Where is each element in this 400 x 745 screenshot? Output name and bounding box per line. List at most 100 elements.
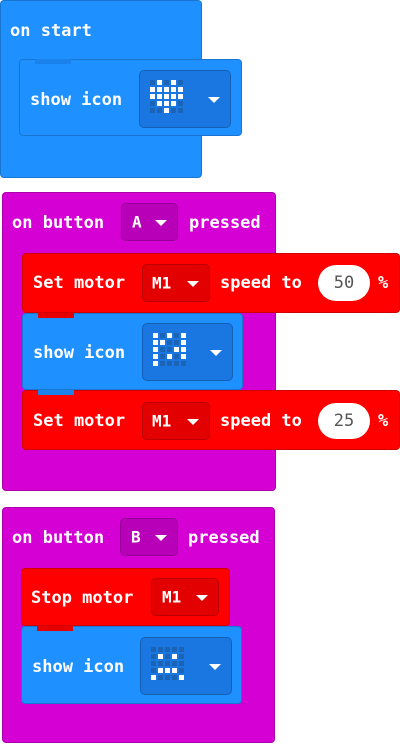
led-on [179,675,184,680]
led-on [178,87,183,92]
motor-value: M1 [152,273,172,293]
led-off [151,647,156,652]
led-on [181,340,186,345]
led-on [172,654,177,659]
led-on [167,333,172,338]
led-on [158,654,163,659]
heart-icon [150,80,183,113]
button-a-dropdown[interactable]: A [121,203,178,241]
chevron-down-icon [155,220,167,226]
led-on [157,101,162,106]
led-off [160,354,165,359]
block-notch [38,313,74,318]
motor-value: M1 [162,587,182,607]
led-off [150,101,155,106]
led-on [171,101,176,106]
led-off [151,661,156,666]
led-off [150,80,155,85]
led-on [153,347,158,352]
led-off [150,108,155,113]
led-on [178,94,183,99]
percent-label: % [378,273,389,293]
led-on [167,354,172,359]
icon-dropdown[interactable] [142,323,233,381]
chevron-down-icon [187,419,199,425]
motor-value: M1 [152,411,172,431]
on-button-a-suffix: pressed [189,213,261,233]
led-on [153,333,158,338]
button-b-value: B [131,527,141,547]
led-on [164,101,169,106]
chevron-down-icon [155,535,167,541]
led-off [160,361,165,366]
led-on [157,94,162,99]
led-on [171,87,176,92]
led-on [158,668,163,673]
motor-dropdown[interactable]: M1 [151,578,219,616]
led-on [153,354,158,359]
sad-face-icon [151,647,184,680]
led-off [178,101,183,106]
led-off [167,347,172,352]
led-on [157,80,162,85]
icon-dropdown[interactable] [140,637,232,695]
set-motor-label: Set motor [33,273,126,293]
led-off [151,668,156,673]
stop-motor-label: Stop motor [31,588,134,608]
on-button-b-suffix: pressed [188,528,260,548]
led-on [181,354,186,359]
led-off [158,675,163,680]
chevron-down-icon [187,281,199,287]
led-on [181,347,186,352]
led-off [165,654,170,659]
led-off [174,361,179,366]
custom-pattern-icon [153,333,186,366]
led-off [158,661,163,666]
on-start-label: on start [10,21,92,41]
button-a-value: A [132,212,142,232]
led-off [174,333,179,338]
led-off [158,647,163,652]
speed-input[interactable]: 50 [318,265,370,301]
chevron-down-icon [209,664,221,670]
motor-dropdown[interactable]: M1 [142,264,210,302]
block-notch [37,626,73,631]
led-off [171,108,176,113]
led-on [153,340,158,345]
led-off [179,668,184,673]
led-off [160,333,165,338]
led-off [167,361,172,366]
led-off [181,361,186,366]
speed-to-label: speed to [220,273,302,293]
icon-dropdown[interactable] [139,70,231,128]
speed-input[interactable]: 25 [318,403,370,439]
led-off [165,661,170,666]
led-off [172,661,177,666]
show-icon-label: show icon [32,657,125,677]
led-off [151,654,156,659]
block-notch [38,390,74,395]
led-off [165,647,170,652]
button-b-dropdown[interactable]: B [120,518,178,556]
led-off [167,340,172,345]
led-on [171,94,176,99]
led-off [165,675,170,680]
led-off [160,347,165,352]
led-off [172,647,177,652]
motor-dropdown[interactable]: M1 [142,402,210,440]
block-notch [35,59,71,64]
led-on [160,340,165,345]
led-off [179,647,184,652]
led-on [165,668,170,673]
on-button-a-prefix: on button [12,213,105,233]
led-on [164,108,169,113]
led-off [157,108,162,113]
show-icon-label: show icon [33,343,126,363]
led-off [174,354,179,359]
led-off [164,80,169,85]
on-button-b-prefix: on button [12,528,105,548]
led-on [153,361,158,366]
led-on [157,87,162,92]
speed-to-label: speed to [220,411,302,431]
led-on [150,87,155,92]
